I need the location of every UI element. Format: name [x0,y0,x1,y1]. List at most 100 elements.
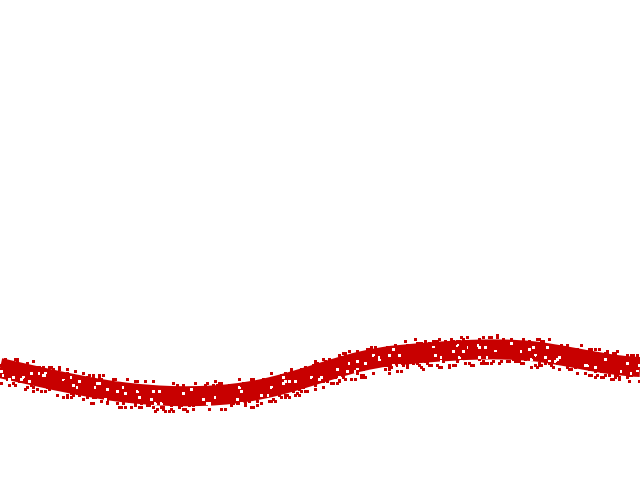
noise-pixel [430,364,433,367]
noise-pixel [172,382,175,385]
noise-pixel [330,382,333,385]
noise-pixel [392,352,395,355]
noise-pixel [376,362,379,365]
noise-pixel [218,386,221,389]
noise-pixel [332,376,335,379]
noise-pixel [482,336,485,339]
noise-pixel [252,406,255,409]
noise-pixel [14,384,17,387]
noise-pixel [526,350,529,353]
noise-pixel [282,376,285,379]
noise-pixel [508,360,511,363]
noise-pixel [584,372,587,375]
noise-pixel [380,356,383,359]
noise-pixel [278,394,281,397]
noise-pixel [396,370,399,373]
noise-pixel [550,352,553,355]
noise-pixel [378,358,381,361]
noise-pixel [392,364,395,367]
noise-pixel [344,354,347,357]
noise-pixel [466,346,469,349]
noise-pixel [182,392,185,395]
noise-pixel [406,344,409,347]
noise-pixel [510,350,513,353]
noise-pixel [162,406,165,409]
noise-pixel [106,388,109,391]
noise-pixel [618,376,621,379]
noise-pixel [78,394,81,397]
noise-pixel [26,386,29,389]
noise-pixel [40,372,43,375]
noise-pixel [84,386,87,389]
noise-pixel [478,338,481,341]
noise-pixel [312,378,315,381]
noise-pixel [478,350,481,353]
noise-pixel [496,334,499,337]
noise-pixel [292,374,295,377]
noise-pixel [592,352,595,355]
noise-pixel [30,372,33,375]
noise-pixel [350,370,353,373]
noise-pixel [226,400,229,403]
noise-pixel [72,394,75,397]
noise-pixel [556,358,559,361]
noise-pixel [600,368,603,371]
noise-pixel [630,354,633,357]
noise-pixel [460,354,463,357]
noise-pixel [612,352,615,355]
noise-pixel [146,404,149,407]
noise-pixel [212,384,215,387]
noise-pixel [66,376,69,379]
noise-pixel [392,348,395,351]
noise-pixel [306,390,309,393]
noise-pixel [210,398,213,401]
noise-pixel [86,376,89,379]
noise-pixel [66,394,69,397]
noise-pixel [220,408,223,411]
noise-pixel [236,390,239,393]
noise-pixel [362,374,365,377]
noise-pixel [224,386,227,389]
noise-pixel [0,372,3,375]
noise-pixel [78,386,81,389]
noise-pixel [276,378,279,381]
noise-pixel [308,382,311,385]
noise-pixel [66,368,69,371]
noise-pixel [548,360,551,363]
noise-pixel [252,394,255,397]
noise-pixel [4,376,7,379]
noise-pixel [32,382,35,385]
noise-pixel [12,364,15,367]
noise-pixel [134,404,137,407]
noise-pixel [112,378,115,381]
noise-pixel [614,374,617,377]
noise-pixel [452,350,455,353]
noise-pixel [470,364,473,367]
noise-pixel [184,408,187,411]
noise-pixel [576,372,579,375]
noise-pixel [188,388,191,391]
noise-pixel [168,400,171,403]
noise-pixel [622,364,625,367]
noise-pixel [170,394,173,397]
noise-pixel [72,384,75,387]
noise-pixel [88,374,91,377]
noise-pixel [432,346,435,349]
noise-pixel [486,356,489,359]
noise-pixel [538,348,541,351]
noise-pixel [546,346,549,349]
noise-pixel [296,372,299,375]
noise-pixel [338,378,341,381]
noise-pixel [482,354,485,357]
noise-pixel [468,362,471,365]
noise-pixel [594,376,597,379]
noise-pixel [192,404,195,407]
noise-pixel [334,366,337,369]
noise-pixel [188,402,191,405]
noise-pixel [112,386,115,389]
noise-pixel [628,374,631,377]
noise-pixel [566,354,569,357]
noise-pixel [216,396,219,399]
noise-pixel [472,346,475,349]
noise-pixel [78,380,81,383]
